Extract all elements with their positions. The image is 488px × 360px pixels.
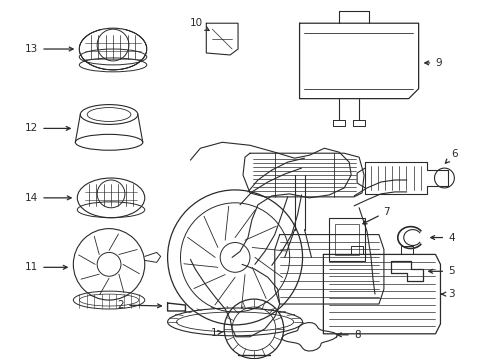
Text: 5: 5 [428,266,454,276]
Text: 11: 11 [25,262,67,272]
Text: 14: 14 [25,193,71,203]
Bar [328,218,365,261]
Text: 2: 2 [118,300,161,310]
Text: 7: 7 [362,207,389,224]
Bar [335,224,358,255]
Text: 13: 13 [25,44,73,54]
Text: 6: 6 [445,149,457,163]
Text: 3: 3 [441,289,454,299]
Text: 10: 10 [189,18,209,31]
Text: 1: 1 [210,328,223,338]
Text: 12: 12 [25,123,70,134]
Text: 8: 8 [337,330,360,340]
Text: 9: 9 [424,58,441,68]
Text: 4: 4 [430,233,454,243]
